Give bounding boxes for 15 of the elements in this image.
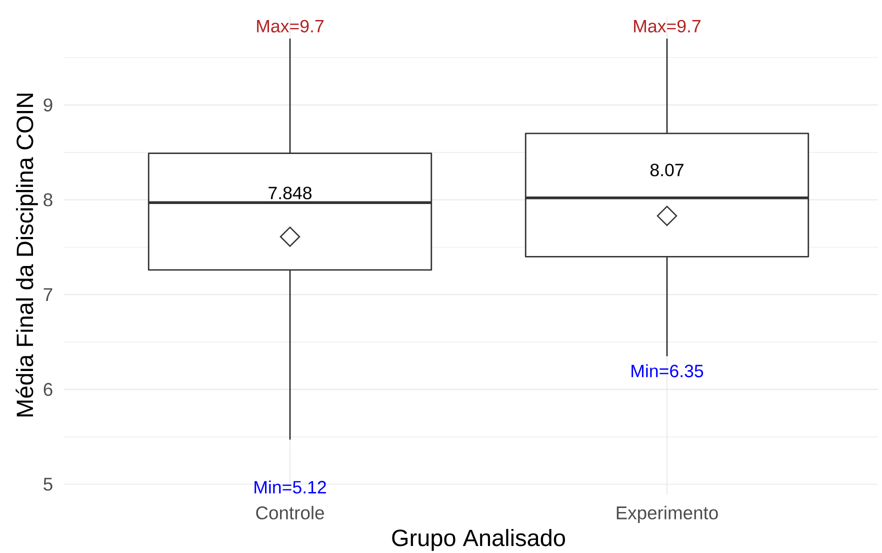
x-tick-label: Controle [256, 506, 324, 520]
y-tick-label: 5 [44, 478, 52, 491]
x-axis-title: Grupo Analisado [392, 528, 565, 551]
y-tick-label: 9 [44, 98, 52, 112]
x-tick-label: Experimento [616, 506, 718, 524]
annotation: 8.07 [650, 164, 684, 176]
annotation: Max=9.7 [634, 20, 700, 32]
y-tick-label: 6 [44, 382, 52, 396]
annotation: 7.848 [268, 186, 312, 200]
y-tick-label: 7 [44, 288, 52, 301]
annotation: Min=6.35 [632, 364, 704, 378]
y-tick-label: 8 [44, 193, 52, 206]
annotation: Min=5.12 [254, 480, 326, 494]
annotation: Max=9.7 [257, 20, 324, 32]
y-axis-title: Média Final da Disciplina COIN [16, 94, 38, 416]
